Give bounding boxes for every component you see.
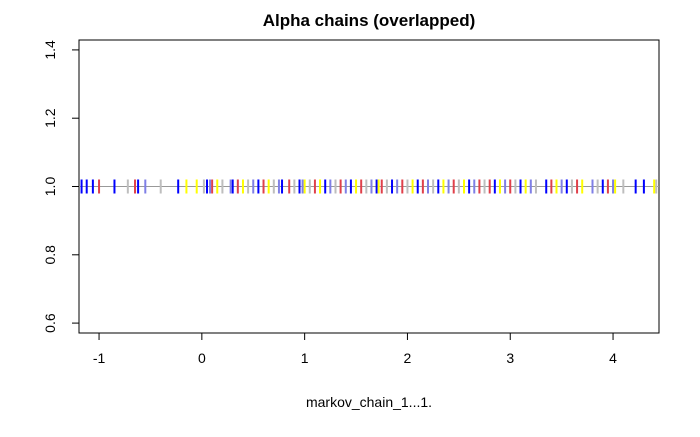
- x-tick-label: -1: [93, 350, 106, 366]
- x-tick-label: 0: [198, 350, 206, 366]
- y-tick-label: 1.0: [42, 177, 58, 197]
- chart-title: Alpha chains (overlapped): [263, 11, 476, 30]
- y-tick-label: 0.6: [42, 313, 58, 333]
- y-tick-label: 1.2: [42, 108, 58, 128]
- x-tick-label: 3: [506, 350, 514, 366]
- y-tick-label: 0.8: [42, 245, 58, 265]
- x-tick-label: 2: [404, 350, 412, 366]
- x-tick-label: 1: [301, 350, 309, 366]
- y-tick-label: 1.4: [42, 40, 58, 60]
- x-tick-label: 4: [609, 350, 617, 366]
- x-axis-label: markov_chain_1...1.: [306, 394, 432, 410]
